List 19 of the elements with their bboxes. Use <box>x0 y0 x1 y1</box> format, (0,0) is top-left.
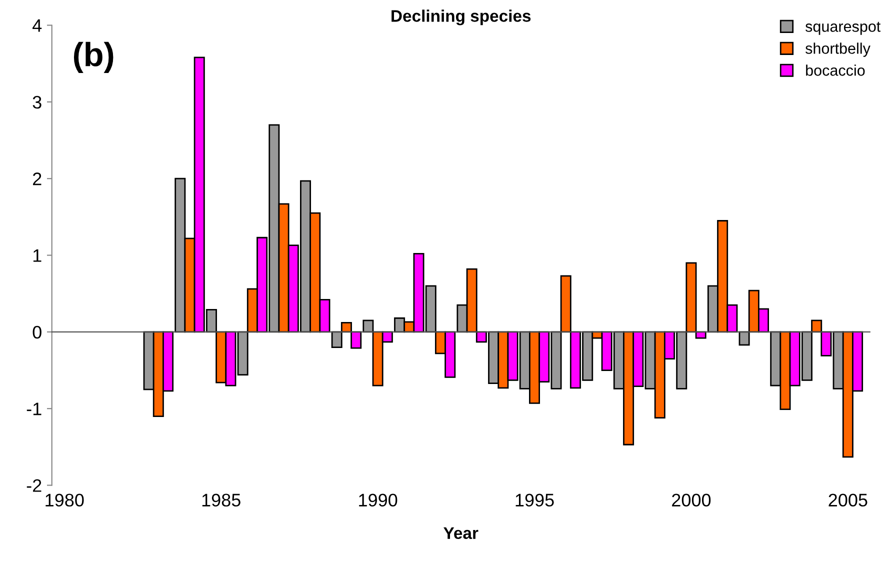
chart-title: Declining species <box>392 10 531 26</box>
y-tick-label: 0 <box>32 326 42 339</box>
y-tick-label: -2 <box>26 479 42 492</box>
y-tick-label: 1 <box>33 249 42 262</box>
y-tick-label: 4 <box>32 19 42 32</box>
y-tick-label: 2 <box>33 172 42 186</box>
x-tick-label: 1980 <box>46 494 84 507</box>
x-tick-label: 2000 <box>672 494 711 507</box>
x-tick-label: 1995 <box>516 494 554 507</box>
y-tick-label: -1 <box>26 402 42 416</box>
legend-label: shortbelly <box>805 42 870 57</box>
legend-label: squarespot <box>805 22 881 35</box>
y-tick-label: 3 <box>32 96 42 109</box>
x-tick-label: 1990 <box>359 494 398 507</box>
x-tick-label: 2005 <box>828 494 868 507</box>
x-axis-title: Year <box>444 527 478 540</box>
annotation: (b) <box>74 42 114 73</box>
legend-label: bocaccio <box>806 64 865 76</box>
x-tick-label: 1985 <box>202 494 240 507</box>
